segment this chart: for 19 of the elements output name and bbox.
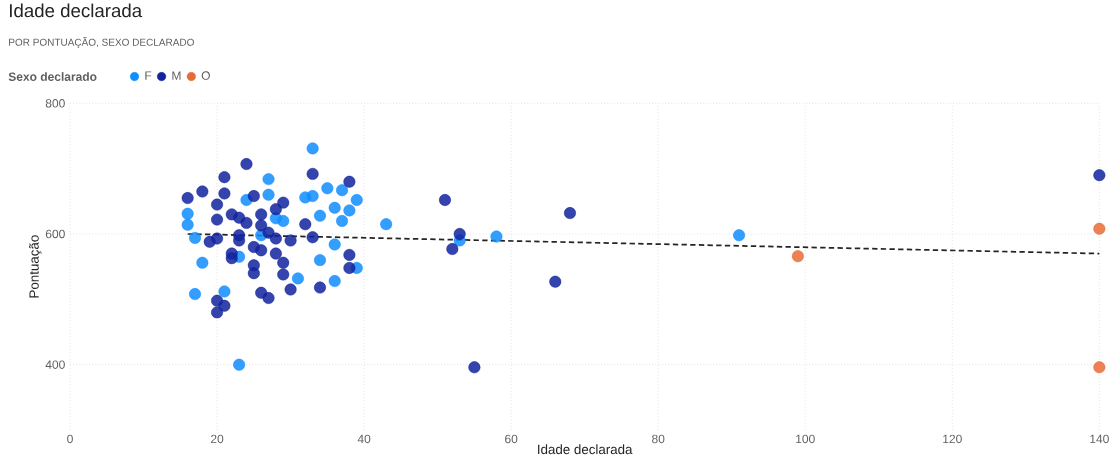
legend-label: O [201,71,210,80]
x-axis-title: Idade declarada [538,444,633,455]
x-tick-label: 60 [505,434,518,444]
x-tick-label: 120 [943,434,962,444]
legend-label: M [172,71,181,80]
x-tick-label: 0 [67,434,73,444]
y-tick-label: 600 [45,229,65,239]
x-tick-label: 80 [652,434,665,444]
y-tick-label: 400 [45,360,65,369]
x-tick-label: 100 [796,434,815,444]
x-tick-label: 140 [1090,434,1109,444]
chart-title: Idade declarada [10,3,143,18]
x-tick-label: 20 [210,434,224,444]
y-axis-title: Pontuação [29,235,42,298]
chart-subtitle: POR PONTUAÇÃO, SEXO DECLARADO [9,36,194,48]
legend-label: F [145,71,152,80]
y-tick-label: 800 [45,99,65,108]
x-tick-label: 40 [357,434,371,444]
legend-title: Sexo declarado [8,72,97,81]
